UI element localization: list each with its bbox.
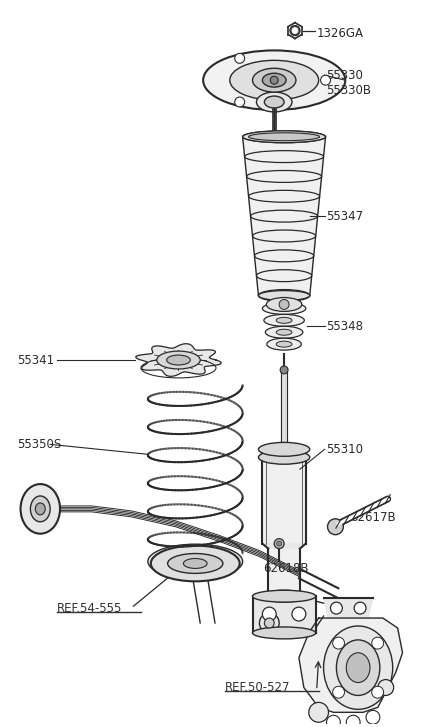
Circle shape xyxy=(321,75,331,85)
Ellipse shape xyxy=(264,96,284,108)
Ellipse shape xyxy=(276,305,292,311)
Circle shape xyxy=(274,539,284,549)
Ellipse shape xyxy=(230,60,319,100)
Polygon shape xyxy=(262,544,306,549)
Ellipse shape xyxy=(256,92,292,112)
Polygon shape xyxy=(243,137,326,295)
Circle shape xyxy=(328,519,343,534)
Ellipse shape xyxy=(276,341,292,347)
Ellipse shape xyxy=(258,450,310,465)
Circle shape xyxy=(372,686,384,698)
Ellipse shape xyxy=(203,50,345,110)
Ellipse shape xyxy=(258,443,310,457)
Circle shape xyxy=(290,25,300,36)
Ellipse shape xyxy=(276,329,292,335)
Ellipse shape xyxy=(252,627,316,639)
Text: 1326GA: 1326GA xyxy=(316,27,364,40)
Circle shape xyxy=(333,686,344,698)
Circle shape xyxy=(270,76,278,84)
Circle shape xyxy=(279,300,289,310)
Text: 55348: 55348 xyxy=(326,320,363,333)
Circle shape xyxy=(333,637,344,649)
Circle shape xyxy=(372,637,384,649)
Circle shape xyxy=(354,602,366,614)
Text: REF.50-527: REF.50-527 xyxy=(225,681,290,694)
Ellipse shape xyxy=(157,351,200,369)
Ellipse shape xyxy=(266,297,302,311)
Circle shape xyxy=(346,715,360,727)
Ellipse shape xyxy=(252,68,296,92)
Circle shape xyxy=(276,541,282,546)
Ellipse shape xyxy=(243,131,326,142)
Circle shape xyxy=(235,53,245,63)
Ellipse shape xyxy=(262,444,306,454)
Polygon shape xyxy=(281,370,287,449)
Circle shape xyxy=(262,607,276,621)
Text: 55347: 55347 xyxy=(326,209,364,222)
Ellipse shape xyxy=(148,545,243,579)
Ellipse shape xyxy=(267,338,301,350)
Circle shape xyxy=(326,715,341,727)
Text: 55310: 55310 xyxy=(326,443,363,456)
Ellipse shape xyxy=(324,626,393,710)
Ellipse shape xyxy=(31,496,50,522)
Circle shape xyxy=(259,613,279,633)
Ellipse shape xyxy=(262,73,286,87)
Circle shape xyxy=(331,602,342,614)
Ellipse shape xyxy=(151,545,240,582)
Ellipse shape xyxy=(167,355,190,365)
Polygon shape xyxy=(252,596,316,633)
Ellipse shape xyxy=(168,553,223,574)
Text: 62617B: 62617B xyxy=(350,511,396,524)
Ellipse shape xyxy=(264,314,304,326)
Circle shape xyxy=(366,710,380,724)
Ellipse shape xyxy=(35,503,45,515)
Ellipse shape xyxy=(262,302,306,314)
Ellipse shape xyxy=(184,558,207,569)
Ellipse shape xyxy=(268,593,300,601)
Text: 55330B: 55330B xyxy=(326,84,372,97)
Polygon shape xyxy=(299,618,402,712)
Circle shape xyxy=(235,97,245,107)
Text: 62618B: 62618B xyxy=(263,562,309,575)
Ellipse shape xyxy=(276,318,292,324)
Ellipse shape xyxy=(263,590,305,602)
Ellipse shape xyxy=(336,640,380,696)
Polygon shape xyxy=(262,449,306,544)
Ellipse shape xyxy=(265,326,303,338)
Ellipse shape xyxy=(346,653,370,683)
Circle shape xyxy=(309,702,329,722)
Ellipse shape xyxy=(21,484,60,534)
Circle shape xyxy=(292,607,306,621)
Circle shape xyxy=(264,618,274,628)
Text: 55350S: 55350S xyxy=(18,438,62,451)
Ellipse shape xyxy=(156,548,235,575)
Text: REF.54-555: REF.54-555 xyxy=(57,602,123,614)
Polygon shape xyxy=(324,598,373,618)
Ellipse shape xyxy=(252,590,316,602)
Circle shape xyxy=(280,366,288,374)
Polygon shape xyxy=(136,344,221,377)
Circle shape xyxy=(292,28,298,33)
Ellipse shape xyxy=(249,133,319,141)
Text: 55341: 55341 xyxy=(18,353,55,366)
Circle shape xyxy=(378,680,393,696)
Ellipse shape xyxy=(258,291,310,300)
Text: 55330: 55330 xyxy=(326,69,363,81)
Polygon shape xyxy=(268,549,300,596)
